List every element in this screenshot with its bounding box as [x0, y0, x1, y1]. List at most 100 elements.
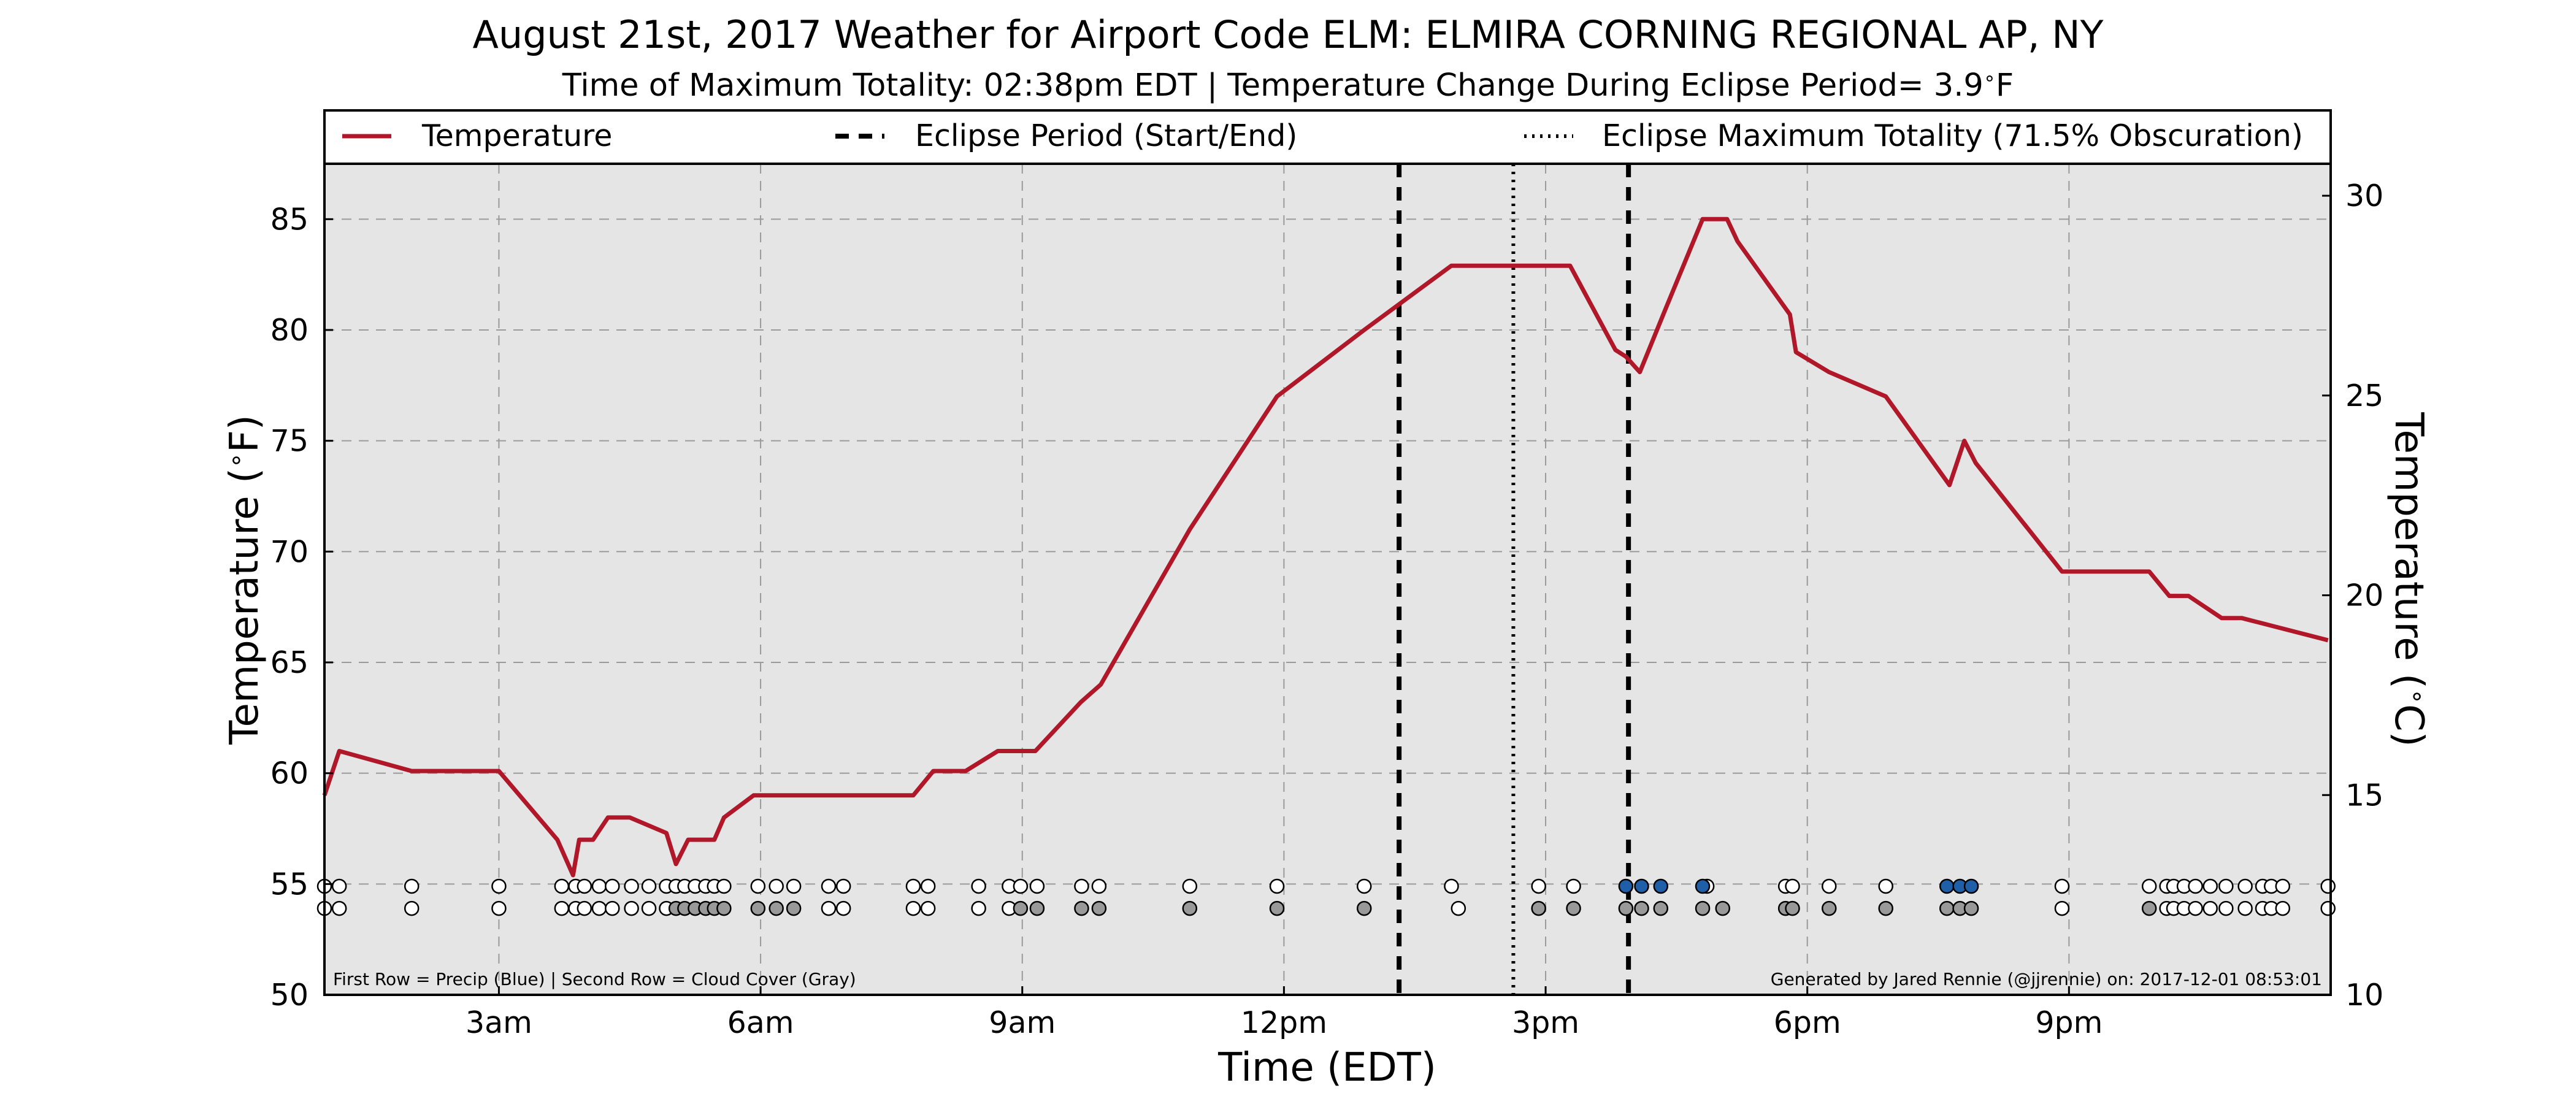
precip-marker-none: [1091, 878, 1107, 894]
cloud-marker: [1785, 900, 1800, 916]
cloud-marker: [1013, 900, 1029, 916]
y2-tick-label: 20: [2345, 578, 2383, 613]
cloud-marker-clear: [591, 900, 607, 916]
precip-marker: [1939, 878, 1955, 894]
cloud-marker: [1939, 900, 1955, 916]
y2-axis-unit: C): [2386, 704, 2431, 747]
precip-marker-none: [1878, 878, 1893, 894]
cloud-marker-clear: [2275, 900, 2291, 916]
cloud-marker-clear: [577, 900, 592, 916]
precip-marker-none: [2054, 878, 2070, 894]
cloud-marker-clear: [920, 900, 936, 916]
precip-marker-none: [1822, 878, 1837, 894]
cloud-marker-clear: [404, 900, 420, 916]
precip-marker-none: [1074, 878, 1089, 894]
cloud-marker-clear: [2054, 900, 2070, 916]
cloud-marker-clear: [1451, 900, 1466, 916]
cloud-marker: [769, 900, 784, 916]
y2-axis-degree: ∘: [2403, 689, 2431, 704]
cloud-marker-clear: [2202, 900, 2218, 916]
y-axis-label: Temperature (∘F): [222, 415, 267, 745]
precip-marker-none: [591, 878, 607, 894]
cloud-marker: [1566, 900, 1581, 916]
cloud-marker-clear: [2237, 900, 2253, 916]
precip-marker-none: [641, 878, 657, 894]
cloud-marker: [1618, 900, 1634, 916]
precip-marker-none: [491, 878, 507, 894]
precip-marker-none: [835, 878, 851, 894]
cloud-marker: [1822, 900, 1837, 916]
precip-marker: [1695, 878, 1711, 894]
precip-marker: [1963, 878, 1979, 894]
chart-marks: [316, 164, 2336, 995]
footnote-left: First Row = Precip (Blue) | Second Row =…: [333, 969, 856, 989]
cloud-marker-clear: [2218, 900, 2234, 916]
y-axis-unit: F): [222, 415, 267, 453]
precip-marker-none: [971, 878, 986, 894]
cloud-marker-clear: [2320, 900, 2336, 916]
precip-marker-none: [2141, 878, 2157, 894]
precip-marker: [1634, 878, 1649, 894]
y-tick-label: 60: [270, 756, 309, 791]
y2-tick-label: 25: [2345, 378, 2383, 413]
y-axis-degree: ∘: [222, 453, 250, 468]
cloud-marker: [1074, 900, 1089, 916]
precip-marker-none: [1269, 878, 1285, 894]
x-tick-label: 3am: [466, 1005, 532, 1040]
chart-title: August 21st, 2017 Weather for Airport Co…: [472, 12, 2103, 57]
plot-area: [324, 164, 2331, 995]
y-tick-label: 80: [270, 313, 309, 348]
cloud-marker: [1091, 900, 1107, 916]
cloud-marker: [1531, 900, 1546, 916]
precip-marker-none: [2218, 878, 2234, 894]
precip-marker-none: [786, 878, 802, 894]
precip-marker-none: [2202, 878, 2218, 894]
precip-marker: [1618, 878, 1634, 894]
cloud-marker: [1653, 900, 1669, 916]
y2-tick-label: 30: [2345, 178, 2383, 213]
precip-marker-none: [2275, 878, 2291, 894]
cloud-marker-clear: [554, 900, 570, 916]
y-tick-label: 75: [270, 424, 309, 459]
precip-marker: [1653, 878, 1669, 894]
cloud-marker-clear: [641, 900, 657, 916]
precip-marker-none: [624, 878, 639, 894]
precip-marker-none: [1029, 878, 1045, 894]
cloud-marker: [1695, 900, 1711, 916]
precip-marker-none: [2320, 878, 2336, 894]
y-tick-label: 85: [270, 202, 309, 237]
cloud-marker-clear: [624, 900, 639, 916]
cloud-marker-clear: [605, 900, 620, 916]
cloud-marker-clear: [905, 900, 921, 916]
precip-marker-none: [920, 878, 936, 894]
x-tick-label: 3pm: [1512, 1005, 1579, 1040]
precip-marker-none: [716, 878, 732, 894]
precip-marker-none: [554, 878, 570, 894]
legend-label-temperature: Temperature: [421, 118, 612, 153]
cloud-marker: [1182, 900, 1198, 916]
chart-subtitle: Time of Maximum Totality: 02:38pm EDT | …: [562, 66, 2014, 104]
y2-axis-label-text: Temperature (: [2386, 412, 2431, 689]
precip-marker-none: [1785, 878, 1800, 894]
grid: [324, 164, 2331, 995]
subtitle-degree: ∘: [1984, 66, 1996, 90]
cloud-marker: [1963, 900, 1979, 916]
chart-subtitle-text: Time of Maximum Totality: 02:38pm EDT | …: [562, 67, 1984, 104]
temperature-series-line: [322, 217, 2329, 878]
x-tick-label: 9am: [989, 1005, 1056, 1040]
cloud-marker-clear: [835, 900, 851, 916]
plot-frame: [323, 163, 2332, 996]
precip-marker-none: [1566, 878, 1581, 894]
y-tick-label: 70: [270, 534, 309, 569]
precip-marker-none: [1356, 878, 1372, 894]
x-tick-label: 9pm: [2035, 1005, 2103, 1040]
y2-axis-label: Temperature (∘C): [2386, 412, 2431, 746]
cloud-marker: [1269, 900, 1285, 916]
precip-marker-none: [577, 878, 592, 894]
precip-marker-none: [605, 878, 620, 894]
cloud-marker: [786, 900, 802, 916]
cloud-marker-clear: [331, 900, 347, 916]
precip-marker-none: [2237, 878, 2253, 894]
precip-marker-none: [905, 878, 921, 894]
cloud-marker-clear: [821, 900, 837, 916]
